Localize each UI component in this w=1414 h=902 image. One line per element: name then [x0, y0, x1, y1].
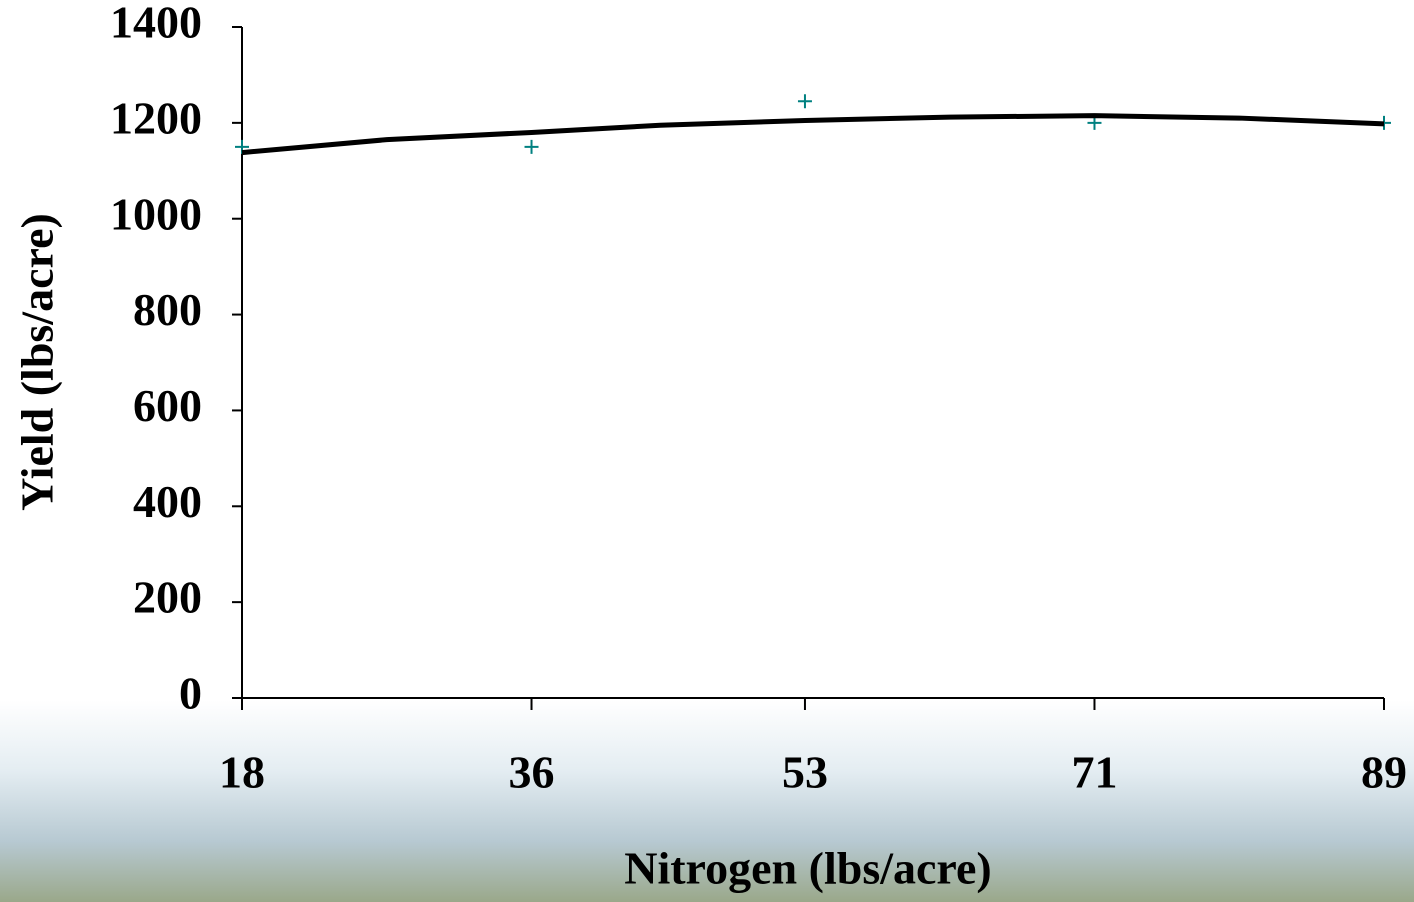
x-tick-label: 36: [509, 747, 555, 798]
y-tick-label: 1400: [110, 0, 202, 48]
y-tick-label: 600: [133, 380, 202, 431]
y-axis-label: Yield (lbs/acre): [12, 213, 63, 511]
fit-line: [241, 113, 1385, 156]
x-tick-label: 18: [219, 747, 265, 798]
data-point: [797, 94, 812, 109]
y-tick-label: 1200: [110, 92, 202, 143]
y-tick-label: 1000: [110, 188, 202, 239]
y-tick-label: 800: [133, 284, 202, 335]
x-tick-label: 71: [1071, 747, 1117, 798]
data-point: [524, 139, 539, 154]
x-axis-label: Nitrogen (lbs/acre): [624, 843, 992, 894]
data-point: [1087, 115, 1102, 130]
y-tick-label: 200: [133, 572, 202, 623]
y-tick-label: 0: [179, 668, 202, 719]
x-tick-label: 89: [1361, 747, 1407, 798]
x-tick-label: 53: [782, 747, 828, 798]
y-tick-label: 400: [133, 476, 202, 527]
background-photo: [0, 700, 1414, 902]
